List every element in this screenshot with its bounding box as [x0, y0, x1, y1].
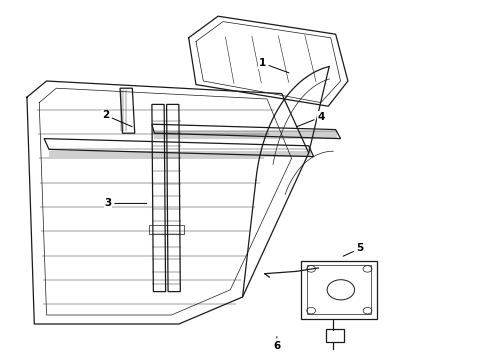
Text: 5: 5	[343, 243, 364, 256]
Text: 6: 6	[273, 337, 280, 351]
Bar	[301, 261, 377, 319]
Bar	[307, 265, 371, 314]
Text: 3: 3	[104, 198, 147, 208]
Text: 2: 2	[102, 110, 132, 127]
Bar	[326, 329, 344, 342]
Text: 1: 1	[259, 58, 289, 73]
Bar	[149, 225, 184, 234]
Text: 4: 4	[296, 112, 325, 127]
